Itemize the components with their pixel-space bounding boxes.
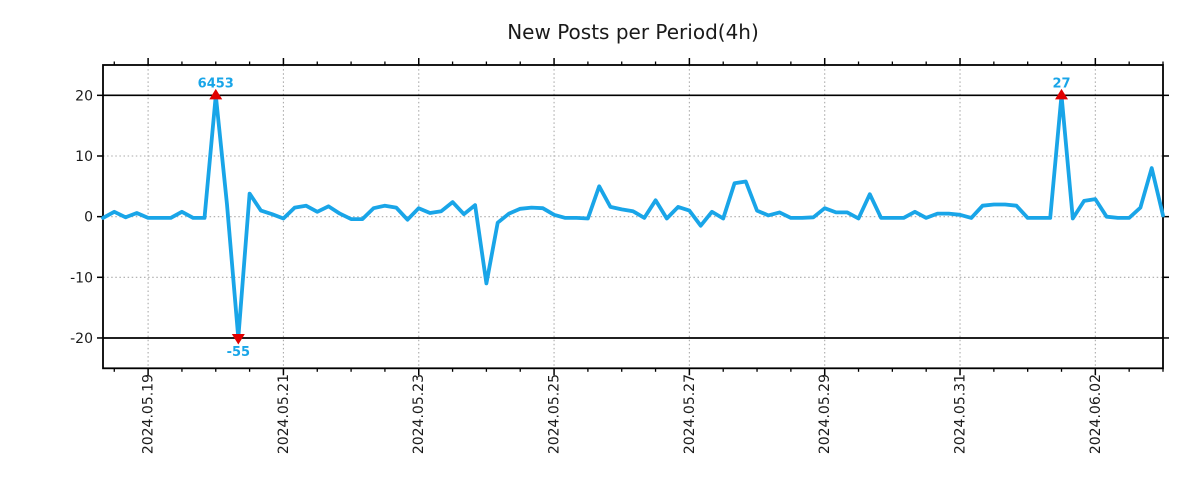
x-axis-tick-label: 2024.05.19 — [141, 374, 157, 454]
x-axis-tick-label: 2024.06.02 — [1088, 374, 1104, 454]
peak-marker-up — [1055, 88, 1069, 100]
plot-area: 2024.05.19 2024.05.21 2024.05.23 2024.05.25… — [70, 58, 1169, 454]
y-axis-tick-label: -10 — [70, 270, 93, 286]
x-axis-tick-label: 2024.05.31 — [953, 374, 969, 454]
annotation-label: 6453 — [198, 76, 234, 91]
annotation-label: -55 — [227, 345, 251, 360]
x-axis-tick-label: 2024.05.25 — [547, 374, 563, 454]
y-axis-tick-label: 0 — [84, 210, 93, 226]
y-axis-tick-label: 10 — [75, 149, 93, 165]
trough-marker-down — [231, 333, 245, 345]
peak-marker-up — [209, 88, 223, 100]
y-axis-tick-label: -20 — [70, 331, 93, 347]
chart-title: New Posts per Period(4h) — [507, 20, 759, 44]
x-axis-tick-label: 2024.05.21 — [276, 374, 292, 454]
annotation-label: 27 — [1052, 76, 1070, 91]
x-axis-tick-label: 2024.05.27 — [682, 374, 698, 454]
series-line — [101, 93, 1165, 340]
x-axis-tick-label: 2024.05.29 — [817, 374, 833, 454]
y-axis-tick-label: 20 — [75, 88, 93, 104]
x-axis-tick-label: 2024.05.23 — [411, 374, 427, 454]
